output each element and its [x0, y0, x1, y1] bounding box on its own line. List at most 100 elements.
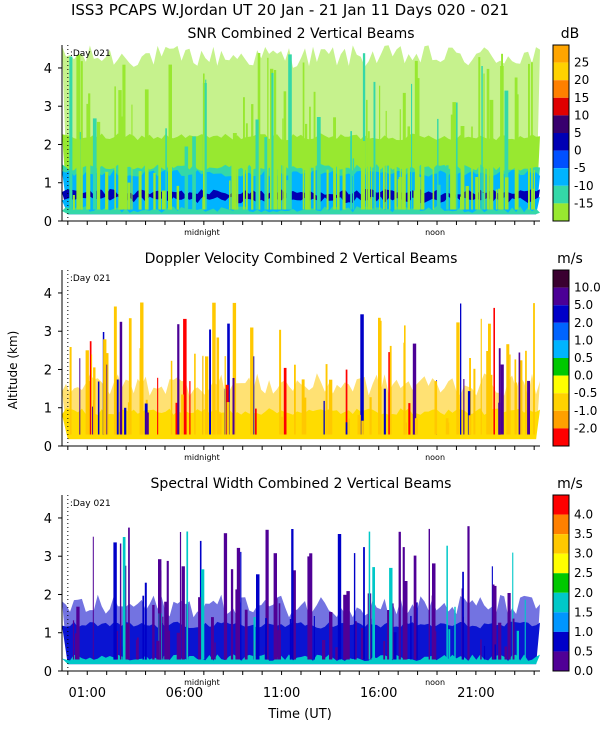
data-streak [194, 353, 196, 435]
colorbar-swatch [553, 428, 569, 446]
data-streak [274, 601, 277, 660]
data-streak [483, 156, 486, 210]
data-streak [394, 156, 397, 210]
data-streak [498, 348, 501, 435]
data-streak [113, 542, 117, 660]
data-streak [244, 609, 248, 660]
data-layer [62, 621, 540, 665]
data-streak [383, 158, 385, 210]
data-streak [481, 66, 483, 210]
data-streak [326, 169, 329, 210]
data-streak [158, 164, 161, 210]
colorbar-swatch [553, 393, 569, 411]
data-streak [514, 77, 518, 210]
y-tick-label: 4 [44, 512, 52, 527]
data-streak [128, 527, 130, 660]
colorbar-unit: m/s [557, 251, 583, 267]
data-streak [153, 172, 156, 210]
data-streak [232, 302, 237, 435]
data-streak [209, 329, 211, 435]
colorbar-label: 0 [574, 144, 582, 158]
data-streak [232, 378, 235, 435]
data-streak [152, 604, 155, 660]
data-streak [85, 350, 89, 435]
data-streak [515, 382, 517, 435]
data-streak [408, 403, 411, 435]
data-streak [362, 53, 366, 210]
y-tick-label: 3 [44, 325, 52, 340]
data-streak [398, 531, 401, 660]
data-streak [336, 153, 340, 210]
data-streak [282, 118, 284, 210]
data-streak [483, 73, 485, 210]
data-streak [92, 536, 94, 660]
data-streak [403, 342, 405, 435]
data-streak [286, 180, 289, 210]
figure-title: ISS3 PCAPS W.Jordan UT 20 Jan - 21 Jan 1… [71, 1, 509, 19]
data-streak [137, 637, 139, 660]
colorbar-label: -2.0 [574, 421, 597, 435]
data-streak [103, 339, 107, 435]
data-streak [289, 619, 292, 660]
data-streak [322, 640, 326, 660]
data-streak [86, 161, 90, 210]
colorbar-label: 20 [574, 73, 589, 87]
data-streak [498, 622, 502, 660]
y-tick-label: 0 [44, 215, 52, 230]
noon-label: noon [425, 453, 445, 462]
data-streak [512, 618, 515, 660]
data-streak [454, 606, 456, 660]
data-streak [428, 528, 430, 660]
data-streak [271, 72, 274, 210]
data-streak [467, 391, 471, 435]
data-streak [273, 70, 277, 210]
colorbar-swatch [553, 358, 569, 376]
data-streak [490, 374, 493, 435]
colorbar-swatch [553, 168, 569, 186]
data-streak [119, 543, 122, 660]
data-streak [218, 413, 222, 435]
data-streak [302, 62, 305, 210]
colorbar-swatch [553, 203, 569, 221]
data-streak [303, 397, 307, 435]
data-streak [156, 640, 160, 660]
data-streak [471, 126, 473, 210]
noon-label: noon [425, 228, 445, 237]
colorbar-swatch [553, 534, 569, 554]
data-streak [202, 83, 207, 210]
data-streak [177, 324, 180, 435]
data-streak [519, 360, 523, 435]
data-streak [353, 553, 356, 660]
data-streak [93, 367, 96, 435]
colorbar-label: 0.5 [574, 351, 593, 365]
data-streak [170, 360, 173, 435]
data-streak [370, 197, 372, 210]
data-streak [413, 555, 417, 660]
data-streak [167, 630, 171, 660]
data-streak [446, 165, 449, 210]
data-streak [265, 529, 269, 660]
colorbar-label: 5.0 [574, 298, 593, 312]
data-streak [192, 136, 196, 210]
colorbar-label: 2.0 [574, 316, 593, 330]
y-tick-label: 3 [44, 550, 52, 565]
data-streak [309, 106, 311, 210]
data-streak [514, 359, 517, 435]
data-streak [189, 381, 191, 435]
data-streak [480, 318, 482, 435]
data-streak [446, 422, 450, 435]
data-streak [348, 418, 350, 435]
data-area [62, 526, 540, 665]
data-streak [532, 188, 534, 210]
midnight-label: midnight [184, 228, 220, 237]
data-streak [493, 644, 496, 660]
colorbar-label: 10.0 [574, 281, 600, 295]
data-streak [486, 351, 489, 435]
data-streak [387, 610, 391, 660]
data-streak [162, 616, 164, 660]
data-streak [505, 190, 509, 210]
colorbar-frame [552, 269, 570, 447]
data-streak [360, 314, 364, 435]
data-streak [184, 146, 189, 210]
x-tick-label: 11:00 [263, 686, 300, 701]
